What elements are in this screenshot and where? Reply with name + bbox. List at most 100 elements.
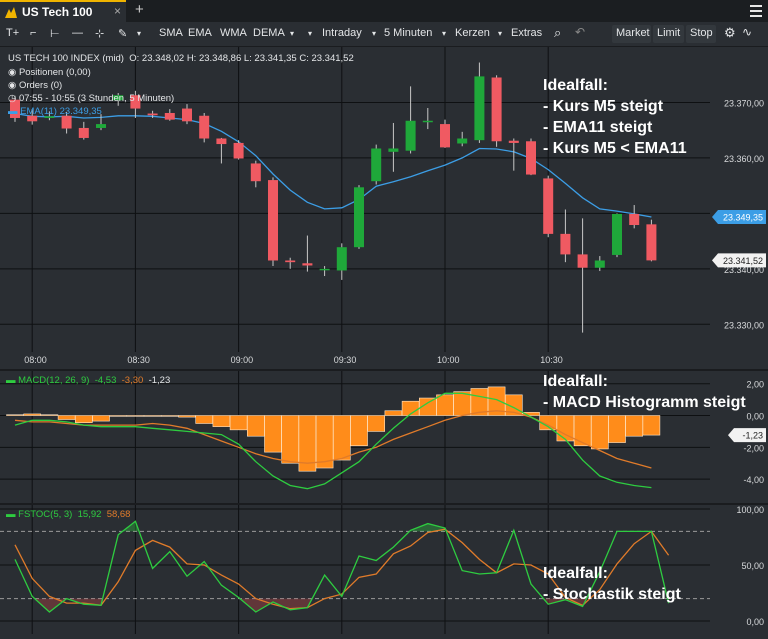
histogram-bar	[6, 414, 24, 416]
histogram-bar	[126, 415, 145, 417]
indicators-dropdown-icon[interactable]: ▾	[290, 29, 295, 38]
annotation-line: Idealfall:	[543, 373, 608, 390]
macd-annotation: Idealfall: - MACD Histogramm steigt	[543, 371, 746, 413]
hamburger-menu-icon[interactable]	[750, 5, 762, 17]
x-tick-label: 08:00	[24, 355, 47, 365]
extras-menu[interactable]: Extras	[511, 27, 543, 39]
fibonacci-tool-icon[interactable]: ⊹	[95, 28, 105, 40]
candle	[371, 148, 382, 182]
macd-chart[interactable]: 2,00 0,00 -2,00 -4,00 -1,23	[0, 371, 768, 503]
histogram-bar	[573, 415, 592, 447]
sma-button[interactable]: SMA	[159, 27, 183, 39]
annotation-line: Idealfall:	[543, 77, 608, 94]
crosshair-tool-icon[interactable]: ⌐	[30, 27, 37, 39]
histogram-bar	[384, 410, 403, 416]
y-tick-label: 50,00	[741, 561, 764, 571]
ema-legend-value: 23.349,35	[59, 106, 102, 117]
orders-label: Orders (0)	[18, 80, 63, 91]
candle	[233, 142, 244, 159]
candle	[130, 95, 141, 109]
tab-us-tech-100[interactable]: US Tech 100 ×	[0, 0, 126, 22]
candle	[354, 187, 364, 248]
price-chart[interactable]: 23.370,0023.360,0023.350,0023.340,0023.3…	[0, 47, 768, 369]
panel-divider[interactable]	[0, 503, 768, 505]
histogram-bar	[212, 415, 231, 427]
ema-legend-swatch: ▬	[8, 106, 18, 117]
histogram-bar	[367, 415, 386, 432]
positions-row[interactable]: ◉ Positionen (0,00)	[8, 67, 91, 78]
candle	[577, 254, 588, 268]
timeframe-select[interactable]: 5 Minuten	[384, 27, 433, 39]
add-tab-button[interactable]: +	[135, 1, 144, 18]
candle	[319, 268, 330, 271]
trendline-tool-icon[interactable]: ⊢	[50, 28, 60, 40]
macd-legend[interactable]: ▬ MACD(12, 26, 9) -4,53 -3,30 -1,23	[6, 375, 170, 386]
wma-button[interactable]: WMA	[220, 27, 247, 39]
horizontal-line-tool-icon[interactable]: —	[72, 27, 83, 39]
candle	[250, 163, 261, 182]
x-tick-label: 10:00	[437, 355, 460, 365]
stoch-d-value: 58,68	[106, 509, 131, 520]
histogram-bar	[109, 415, 127, 417]
stoch-legend[interactable]: ▬ FSTOC(5, 3) 15,92 58,68	[6, 509, 130, 520]
undo-icon[interactable]: ↶	[575, 25, 586, 39]
tab-title: US Tech 100	[22, 5, 93, 19]
ohlc-readout: O: 23.348,02 H: 23.348,86 L: 23.341,35 C…	[129, 53, 354, 64]
tools-dropdown-icon[interactable]: ▾	[137, 29, 142, 38]
histogram-bar	[642, 415, 661, 436]
histogram-bar	[332, 415, 351, 461]
candle	[612, 213, 622, 255]
histogram-bar	[143, 415, 162, 417]
orders-row[interactable]: ◉ Orders (0)	[8, 80, 63, 91]
close-tab-icon[interactable]: ×	[114, 4, 122, 18]
stochastic-chart[interactable]: 100,00 50,00 0,00	[0, 505, 768, 634]
candle	[78, 127, 89, 138]
ema-price-tag-box	[712, 209, 766, 224]
zoom-icon[interactable]: ⌕	[554, 25, 562, 40]
price-panel: 23.370,0023.360,0023.350,0023.340,0023.3…	[0, 47, 768, 369]
period-label: 07:55 - 10:55 (3 Stunden, 5 Minuten)	[18, 93, 175, 104]
histogram-bar	[264, 415, 282, 453]
candle	[543, 178, 554, 234]
dema-button[interactable]: DEMA	[253, 27, 285, 39]
pen-tool-icon[interactable]: ✎	[118, 28, 128, 40]
chart-type-select[interactable]: Kerzen	[455, 27, 490, 39]
candle	[526, 141, 536, 175]
histogram-bar	[229, 415, 248, 431]
annotation-line: - EMA11 steigt	[543, 119, 653, 136]
candle	[96, 124, 106, 128]
macd-value: -4,53	[94, 375, 117, 386]
histogram-bar	[92, 415, 110, 422]
x-tick-label: 09:30	[334, 355, 357, 365]
candle	[216, 138, 227, 145]
positions-label: Positionen (0,00)	[18, 67, 91, 78]
interval-type-select[interactable]: Intraday	[322, 27, 362, 39]
histogram-bar	[161, 415, 179, 417]
panel-divider[interactable]	[0, 369, 768, 371]
candle	[268, 180, 278, 261]
annotation-line: - Kurs M5 < EMA11	[543, 140, 687, 157]
settings-icon[interactable]: ⚙	[724, 25, 736, 40]
text-tool-icon[interactable]: T+	[6, 27, 20, 39]
indicator-wave-icon[interactable]: ∿	[742, 25, 753, 39]
ema-button[interactable]: EMA	[188, 27, 212, 39]
candle	[199, 115, 210, 139]
stoch-legend-swatch: ▬	[6, 509, 16, 520]
close-price-tag-box	[712, 253, 766, 268]
stochastic-panel: 100,00 50,00 0,00 ▬ FSTOC(5, 3) 15,92 58,6…	[0, 505, 768, 634]
candle	[457, 138, 468, 144]
candle	[388, 148, 399, 152]
stop-order-button[interactable]: Stop	[686, 25, 716, 43]
histogram-bar	[590, 415, 609, 450]
candle	[10, 99, 20, 118]
limit-order-button[interactable]: Limit	[653, 25, 684, 43]
clock-icon: ◷	[8, 93, 17, 104]
candle	[27, 115, 38, 122]
stoch-legend-label: FSTOC(5, 3)	[18, 509, 73, 520]
market-order-button[interactable]: Market	[612, 25, 651, 43]
candle	[61, 115, 72, 129]
ema-legend[interactable]: ▬ EMA(11) 23.349,35	[8, 106, 102, 117]
y-tick-label: 100,00	[736, 505, 764, 515]
tab-bar: US Tech 100 × +	[0, 0, 768, 22]
histogram-bar	[350, 415, 368, 447]
